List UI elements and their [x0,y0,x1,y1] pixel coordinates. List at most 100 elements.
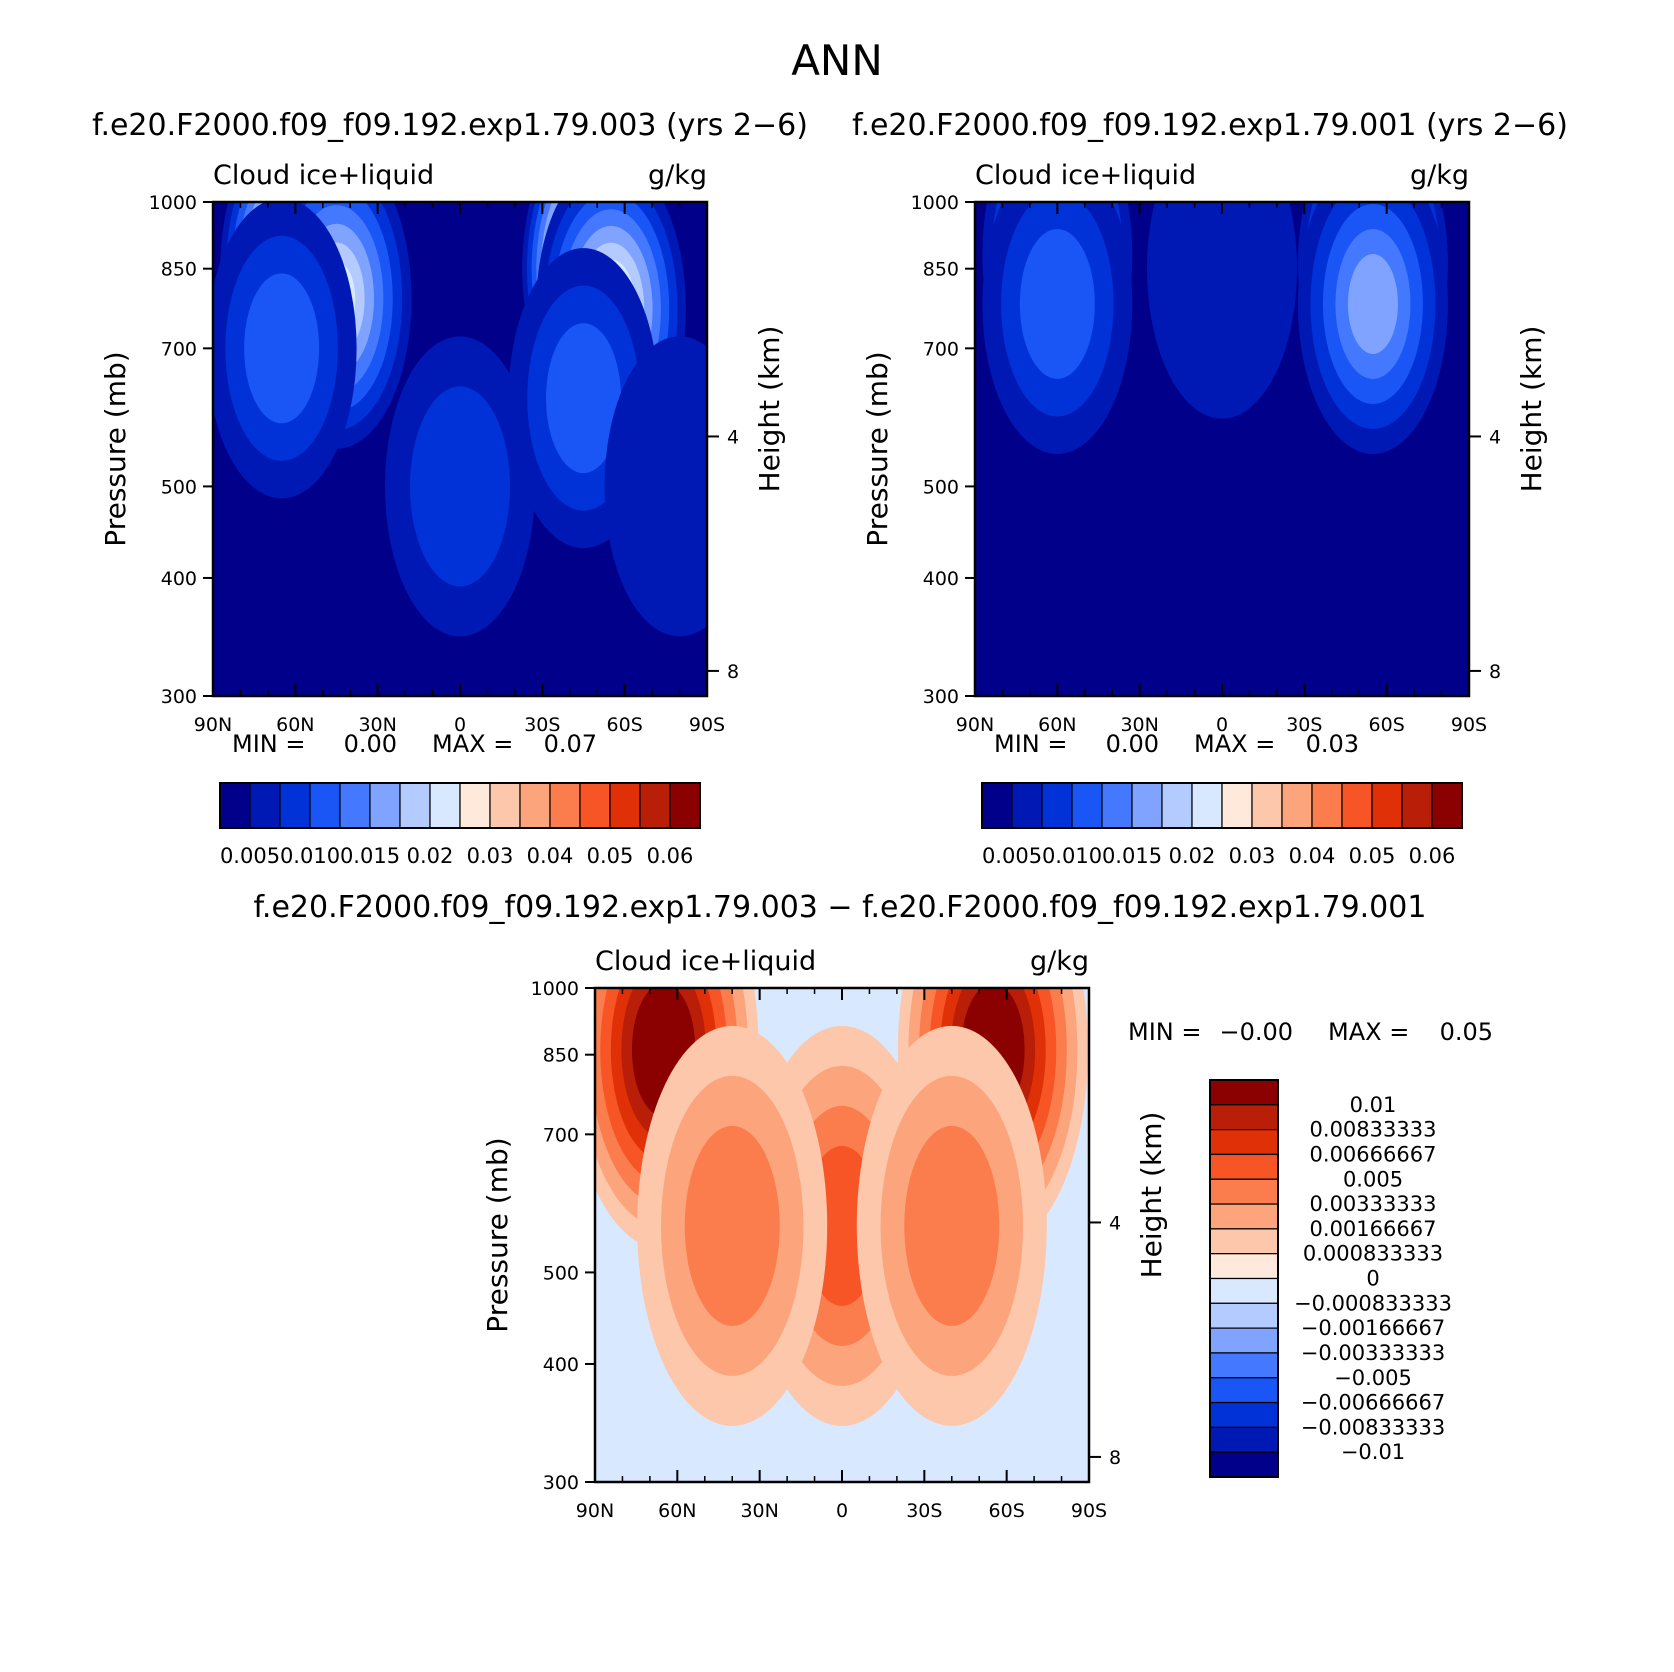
max-value: 0.03 [1306,730,1359,758]
y-tick-label: 1000 [911,192,959,214]
colorbar-swatch [549,782,581,829]
min-value: 0.00 [1106,730,1159,758]
colorbar-swatch [1209,1079,1279,1106]
x-tick-label: 90S [689,714,725,736]
y2-axis-title: Height (km) [753,326,786,493]
colorbar-swatch [579,782,611,829]
y-tick-label: 1000 [531,978,579,1000]
colorbar-swatch [1209,1401,1279,1428]
y2-tick-label: 8 [1489,661,1501,683]
x-tick-label: 60N [1038,714,1076,736]
max-label: MAX = [432,730,513,758]
colorbar-tick-label: 0.000833333 [1303,1242,1443,1266]
colorbar-tick-label: 0.00166667 [1310,1217,1437,1241]
variable-label: Cloud ice+liquid [595,946,816,977]
variable-label: Cloud ice+liquid [975,160,1196,191]
colorbar-swatch [1131,782,1163,829]
colorbar-tick-label: 0.005 [220,844,280,868]
y2-tick-label: 4 [1109,1212,1121,1234]
y2-axis-title: Height (km) [1135,1112,1168,1279]
colorbar-tick-label: 0.03 [467,844,514,868]
colorbar-swatch [1209,1377,1279,1404]
colorbar-swatch [1209,1302,1279,1329]
colorbar-swatch [1209,1277,1279,1304]
contour-blob-4-level-3 [904,1125,1000,1326]
y-tick-label: 700 [161,338,197,360]
panel-3: 90N 60N 30N 0 30S 60S 90S 300 400 500 700 850 1000 8 4… [481,946,1493,1522]
y-tick-label: 850 [543,1045,579,1067]
colorbar-swatch [1101,782,1133,829]
x-tick-label: 30S [524,714,560,736]
colorbar-swatch [309,782,341,829]
y-tick-label: 400 [161,568,197,590]
colorbar-swatch [489,782,521,829]
colorbar-tick-label: 0.03 [1229,844,1276,868]
y-tick-label: 500 [543,1262,579,1284]
colorbar-tick-label: −0.000833333 [1294,1291,1452,1315]
colorbar-tick-label: 0.05 [1349,844,1396,868]
colorbar-tick-label: 0.010 [1042,844,1102,868]
y-tick-label: 300 [161,686,197,708]
y-tick-label: 850 [161,259,197,281]
min-label: MIN = [232,730,305,758]
colorbar-swatch [459,782,491,829]
colorbar-tick-label: 0.005 [982,844,1042,868]
y-axis-title: Pressure (mb) [99,351,132,546]
y-tick-label: 300 [543,1472,579,1494]
colorbar-swatch [1071,782,1103,829]
contour-blob-7-level-1 [604,336,707,637]
colorbar-swatch [1011,782,1043,829]
colorbar-tick-label: 0.06 [647,844,694,868]
colorbar-swatch [219,782,251,829]
y2-tick-label: 8 [727,661,739,683]
max-value: 0.05 [1440,1018,1493,1046]
colorbar-swatch [1209,1228,1279,1255]
colorbar-swatch [339,782,371,829]
page-title: ANN [791,36,883,85]
colorbar-swatch [429,782,461,829]
colorbar-frame [1209,1079,1279,1478]
panel-2-title: f.e20.F2000.f09_f09.192.exp1.79.001 (yrs… [852,108,1568,143]
contour-blob-5-level-3 [546,323,621,474]
colorbar-swatch [1401,782,1433,829]
y2-axis-title: Height (km) [1515,326,1548,493]
colorbar-swatch [609,782,641,829]
max-value: 0.07 [544,730,597,758]
x-tick-label: 90N [194,714,232,736]
colorbar-swatch [1209,1203,1279,1230]
contour-blob-6-level-2 [410,386,510,587]
colorbar-swatch [1209,1327,1279,1354]
colorbar-tick-label: 0.015 [1102,844,1162,868]
x-tick-label: 60S [607,714,643,736]
colorbar-swatch [399,782,431,829]
colorbar-swatch [1281,782,1313,829]
colorbar-tick-label: 0.04 [1289,844,1336,868]
colorbar-swatch [1209,1426,1279,1453]
x-tick-label: 30S [1286,714,1322,736]
colorbar-swatch [249,782,281,829]
colorbar-tick-label: 0.02 [407,844,454,868]
x-tick-label: 30S [906,1500,942,1522]
colorbar-tick-label: 0.06 [1409,844,1456,868]
x-tick-label: 60N [276,714,314,736]
y2-tick-label: 8 [1109,1447,1121,1469]
y-axis-title: Pressure (mb) [861,351,894,546]
colorbar-tick-label: 0.015 [340,844,400,868]
y-tick-label: 400 [543,1354,579,1376]
colorbar-frame [219,782,701,829]
contour-blob-4-level-1 [1147,202,1297,419]
colorbar-swatch [1221,782,1253,829]
contour-field [213,202,707,696]
colorbar-swatch [1431,782,1463,829]
colorbar-tick-label: 0.05 [587,844,634,868]
colorbar-swatch [1209,1451,1279,1478]
colorbar-swatch [1209,1253,1279,1280]
max-label: MAX = [1194,730,1275,758]
colorbar-swatch [1209,1104,1279,1131]
units-label: g/kg [1410,160,1469,191]
contour-field [595,988,1089,1482]
y-tick-label: 300 [923,686,959,708]
x-tick-label: 60N [658,1500,696,1522]
units-label: g/kg [648,160,707,191]
